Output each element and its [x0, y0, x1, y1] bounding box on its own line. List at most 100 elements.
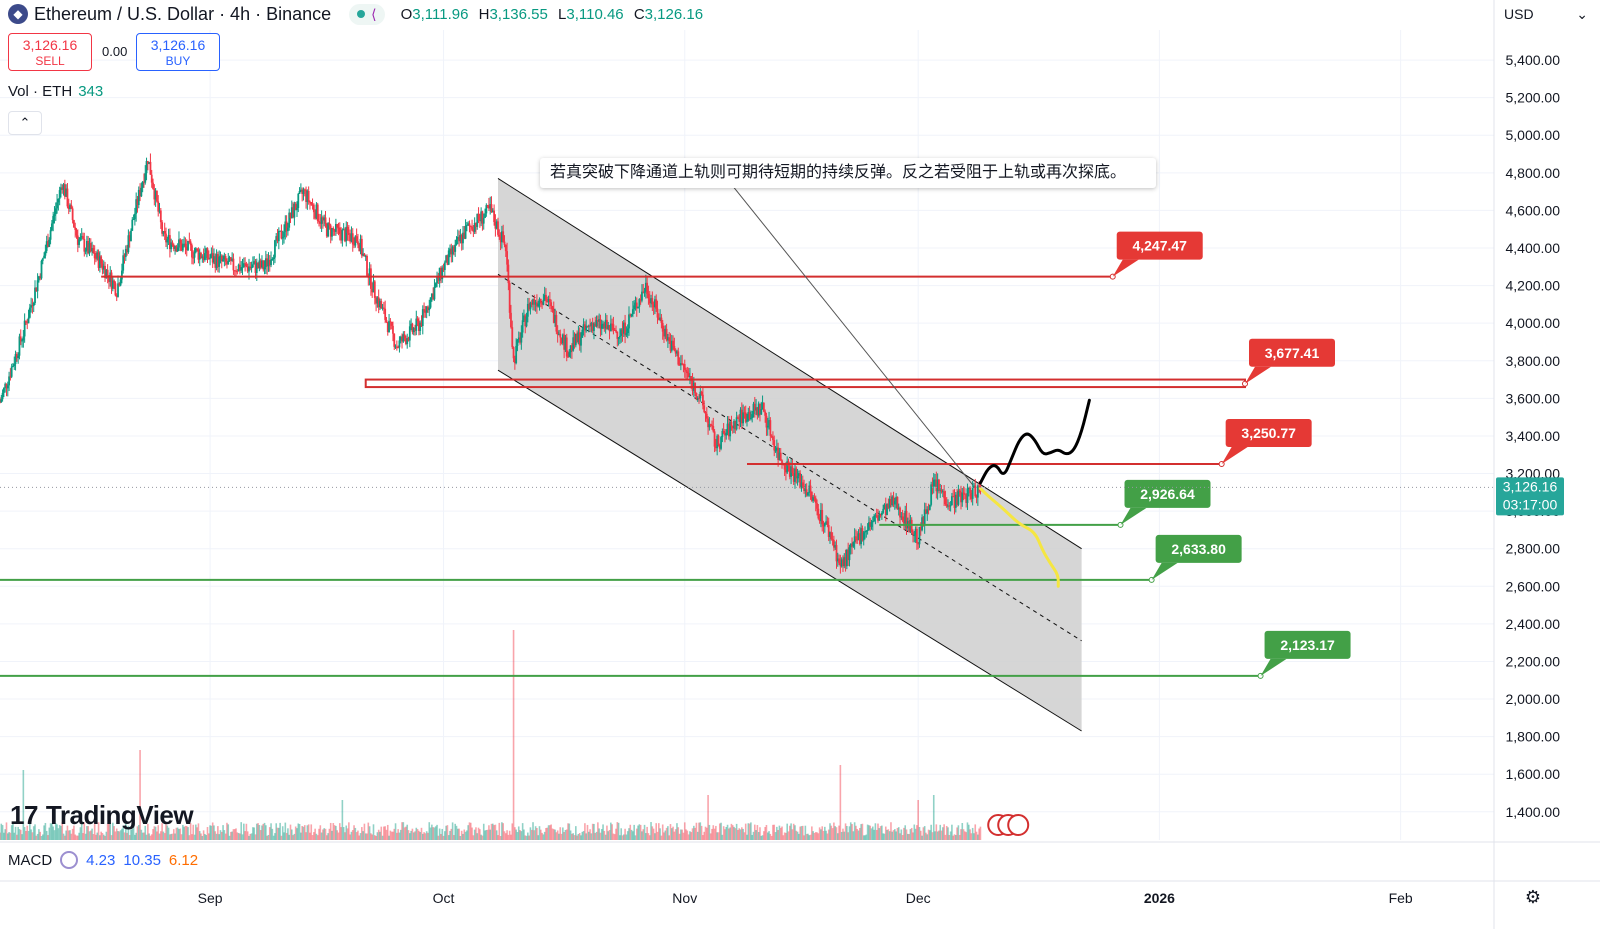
volume-bar [237, 833, 240, 840]
volume-bar [495, 830, 498, 840]
volume-bar [890, 822, 892, 840]
price-label-box [1116, 231, 1203, 260]
candle-body [696, 398, 699, 400]
volume-bar [545, 828, 547, 840]
candle-body [184, 243, 187, 247]
volume-bar [373, 835, 376, 840]
volume-bar [951, 824, 953, 840]
candle-body [963, 493, 966, 495]
volume-bar [100, 831, 102, 840]
candle-body [89, 243, 92, 252]
volume-bar [559, 827, 562, 840]
volume-bar [188, 835, 191, 840]
candle-body [311, 204, 314, 206]
descending-channel[interactable] [497, 178, 1082, 732]
annotation-callout[interactable]: 若真突破下降通道上轨则可期待短期的持续反弹。反之若受阻于上轨或再次探底。 [540, 158, 1156, 188]
symbol-title[interactable]: Ethereum / U.S. Dollar · 4h · Binance [34, 3, 332, 24]
volume-bar [255, 823, 258, 840]
candle-body [377, 297, 380, 308]
volume-bar [380, 826, 383, 840]
volume-bar [903, 827, 905, 840]
volume-bar [958, 834, 961, 840]
sell-button[interactable]: 3,126.16 SELL [8, 33, 92, 71]
candle-body [713, 431, 716, 447]
candle-body [778, 452, 781, 460]
candle-body [629, 314, 632, 317]
volume-bar [253, 827, 255, 840]
candle-body [303, 189, 306, 191]
candle-body [910, 519, 913, 533]
volume-bar [836, 833, 839, 840]
candle-body [91, 248, 93, 252]
candle-body [630, 314, 633, 317]
candle-body [294, 203, 297, 211]
volume-bar [948, 834, 951, 840]
volume-bar [489, 829, 492, 840]
candle-body [516, 339, 519, 346]
volume-bar [506, 830, 508, 840]
candle-body [756, 407, 759, 416]
volume-bar [523, 829, 525, 840]
volume-bar [204, 833, 206, 840]
collapse-legend-button[interactable]: ⌃ [8, 111, 42, 135]
volume-bar [187, 827, 189, 840]
candle-body [812, 496, 815, 501]
volume-bar [463, 829, 466, 840]
horizontal-levels[interactable]: 4,247.473,677.413,250.772,926.642,633.80… [0, 231, 1351, 679]
share-icon[interactable]: ⟨ [371, 5, 377, 22]
candle-body [538, 298, 541, 304]
candle-body [204, 253, 206, 260]
candle-body [607, 325, 610, 329]
volume-legend[interactable]: Vol · ETH 343 [8, 83, 103, 100]
candle-body [875, 515, 878, 517]
volume-bar [381, 835, 384, 840]
candle-body [720, 437, 722, 449]
volume-bar [484, 830, 486, 840]
candle-body [809, 485, 812, 492]
status-pill[interactable]: ⟨ [349, 3, 385, 25]
candle-body [966, 488, 969, 503]
volume-bar [331, 830, 333, 840]
candle-body [201, 256, 204, 258]
candle-body [721, 431, 724, 438]
projection-paths[interactable] [723, 174, 1091, 588]
candle-body [708, 424, 711, 428]
macd-value: 4.23 [86, 851, 116, 869]
volume-bar [301, 826, 303, 840]
macd-legend[interactable]: MACD 4.23 10.35 6.12 [8, 851, 198, 869]
y-tick-label: 4,800.00 [1506, 165, 1561, 181]
candle-body [567, 356, 569, 358]
volume-bar [268, 827, 271, 840]
volume-bar [599, 832, 602, 840]
volume-bar [342, 827, 345, 840]
candle-body [389, 320, 392, 322]
volume-bar [228, 835, 231, 840]
volume-bar [150, 834, 153, 840]
volume-bar [47, 835, 49, 840]
label-pointer [1120, 507, 1147, 525]
volume-bar [184, 825, 187, 840]
tradingview-logo[interactable]: 17 TradingView [10, 800, 194, 831]
candle-body [530, 302, 533, 305]
settings-gear-icon[interactable]: ⚙ [1524, 887, 1542, 907]
volume-bar [222, 825, 224, 840]
volume-bar [399, 829, 402, 840]
volume-bar [615, 828, 617, 840]
candle-body [969, 487, 971, 494]
candle-body [564, 337, 567, 350]
candle-body [275, 236, 278, 241]
candle-body [825, 521, 828, 524]
candle-body [639, 299, 642, 301]
buy-button[interactable]: 3,126.16 BUY [136, 33, 220, 71]
volume-bar [978, 828, 980, 840]
bearish-projection-path [978, 487, 1060, 588]
volume-bar [231, 831, 233, 840]
candle-body [31, 305, 34, 307]
y-tick-label: 2,400.00 [1506, 616, 1561, 632]
currency-selector[interactable]: USD ⌄ [1496, 2, 1596, 26]
candle-body [486, 205, 489, 207]
candle-body [748, 412, 751, 420]
volume-bar [700, 825, 703, 840]
volume-bar [296, 828, 298, 840]
